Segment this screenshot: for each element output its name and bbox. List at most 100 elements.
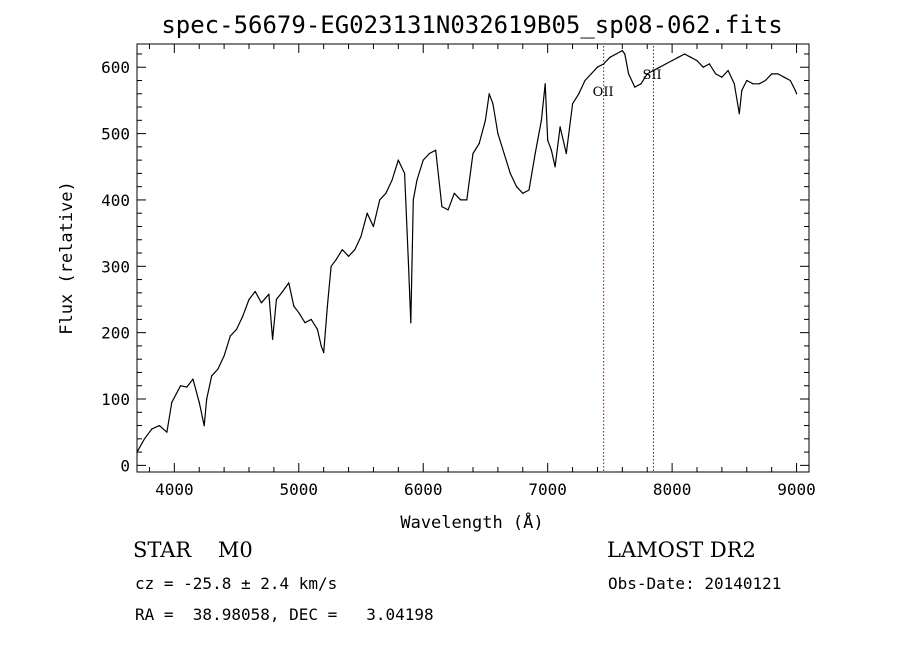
data-point <box>708 63 711 65</box>
class-label: STAR M0 <box>133 538 253 562</box>
data-point <box>544 83 546 85</box>
data-point <box>646 73 648 75</box>
data-point <box>293 305 295 307</box>
data-point <box>603 63 605 65</box>
data-point <box>534 152 536 155</box>
data-point <box>272 338 274 340</box>
data-point <box>366 212 368 214</box>
data-point <box>572 103 574 105</box>
x-tick-label: 6000 <box>404 480 443 499</box>
obs-date-label: Obs-Date: 20140121 <box>608 574 782 593</box>
y-tick-label: 600 <box>101 58 130 77</box>
data-point <box>335 259 337 261</box>
data-point <box>203 425 205 427</box>
data-point <box>789 79 791 82</box>
data-point <box>341 249 343 251</box>
data-point <box>229 335 231 337</box>
data-point <box>472 152 474 155</box>
data-point <box>550 149 553 151</box>
data-point <box>796 93 798 95</box>
data-point <box>282 290 284 293</box>
data-point <box>628 73 630 75</box>
data-point <box>171 401 173 403</box>
data-point <box>696 60 698 62</box>
data-point <box>412 199 414 201</box>
data-point <box>596 66 599 68</box>
x-tick-label: 8000 <box>653 480 692 499</box>
data-point <box>186 386 188 388</box>
data-point <box>397 159 399 161</box>
radec-label: RA = 38.98058, DEC = 3.04198 <box>135 605 434 624</box>
data-point <box>385 192 387 194</box>
data-point <box>416 179 418 181</box>
data-point <box>497 133 499 135</box>
data-point <box>522 192 524 194</box>
data-point <box>516 186 518 188</box>
data-point <box>752 83 754 85</box>
data-point <box>435 149 437 151</box>
y-axis-label: Flux (relative) <box>57 181 77 335</box>
data-point <box>615 53 617 55</box>
line-markers: OII SII <box>593 46 662 472</box>
y-tick-label: 100 <box>101 390 130 409</box>
data-point <box>783 76 785 78</box>
x-tick-label: 4000 <box>155 480 194 499</box>
data-point <box>198 401 200 403</box>
data-point <box>727 69 729 72</box>
data-point <box>422 159 424 161</box>
data-point <box>248 298 250 301</box>
data-point <box>460 199 462 201</box>
data-point <box>584 79 586 82</box>
line-marker-label: OII <box>593 85 614 100</box>
data-point <box>624 53 626 55</box>
survey-label: LAMOST DR2 <box>607 538 756 562</box>
data-point <box>484 119 486 121</box>
chart-title: spec-56679-EG023131N032619B05_sp08-062.f… <box>161 11 782 39</box>
y-tick-label: 400 <box>101 191 130 210</box>
data-point <box>528 189 530 191</box>
data-point <box>764 79 767 82</box>
data-point <box>268 293 270 295</box>
axis-ticks: 4000 5000 6000 7000 8000 9000 0 100 200 300 400 500… <box>101 44 816 499</box>
data-point <box>151 428 153 430</box>
data-point <box>288 282 290 284</box>
data-point <box>223 355 225 357</box>
data-point <box>554 166 556 168</box>
data-point <box>316 328 318 330</box>
data-point <box>254 290 256 293</box>
y-tick-label: 0 <box>120 456 130 475</box>
x-tick-label: 5000 <box>280 480 319 499</box>
data-point <box>310 318 312 320</box>
data-point <box>407 259 409 261</box>
x-tick-label: 9000 <box>777 480 816 499</box>
data-point <box>447 209 449 211</box>
data-point <box>677 56 679 58</box>
data-point <box>372 225 374 228</box>
data-point <box>565 152 567 155</box>
spectrum-series <box>136 50 798 453</box>
data-point <box>715 73 717 75</box>
data-point <box>379 199 381 201</box>
x-axis-label: Wavelength (Å) <box>400 511 543 533</box>
data-point <box>509 172 511 174</box>
data-point <box>758 83 760 85</box>
data-point <box>354 249 356 251</box>
data-point <box>671 60 673 62</box>
cz-label: cz = -25.8 ± 2.4 km/s <box>135 574 338 593</box>
data-point <box>211 375 213 377</box>
y-tick-label: 200 <box>101 324 130 343</box>
data-point <box>260 302 262 304</box>
plot-frame <box>136 43 810 473</box>
data-point <box>304 322 306 324</box>
x-tick-label: 7000 <box>528 480 567 499</box>
data-point <box>547 139 549 141</box>
data-point <box>192 378 194 380</box>
data-point <box>652 69 655 72</box>
data-point <box>640 83 642 85</box>
data-point <box>298 312 300 314</box>
data-point <box>733 83 735 85</box>
data-point <box>590 73 592 75</box>
data-point <box>771 73 773 75</box>
data-point <box>323 352 325 354</box>
